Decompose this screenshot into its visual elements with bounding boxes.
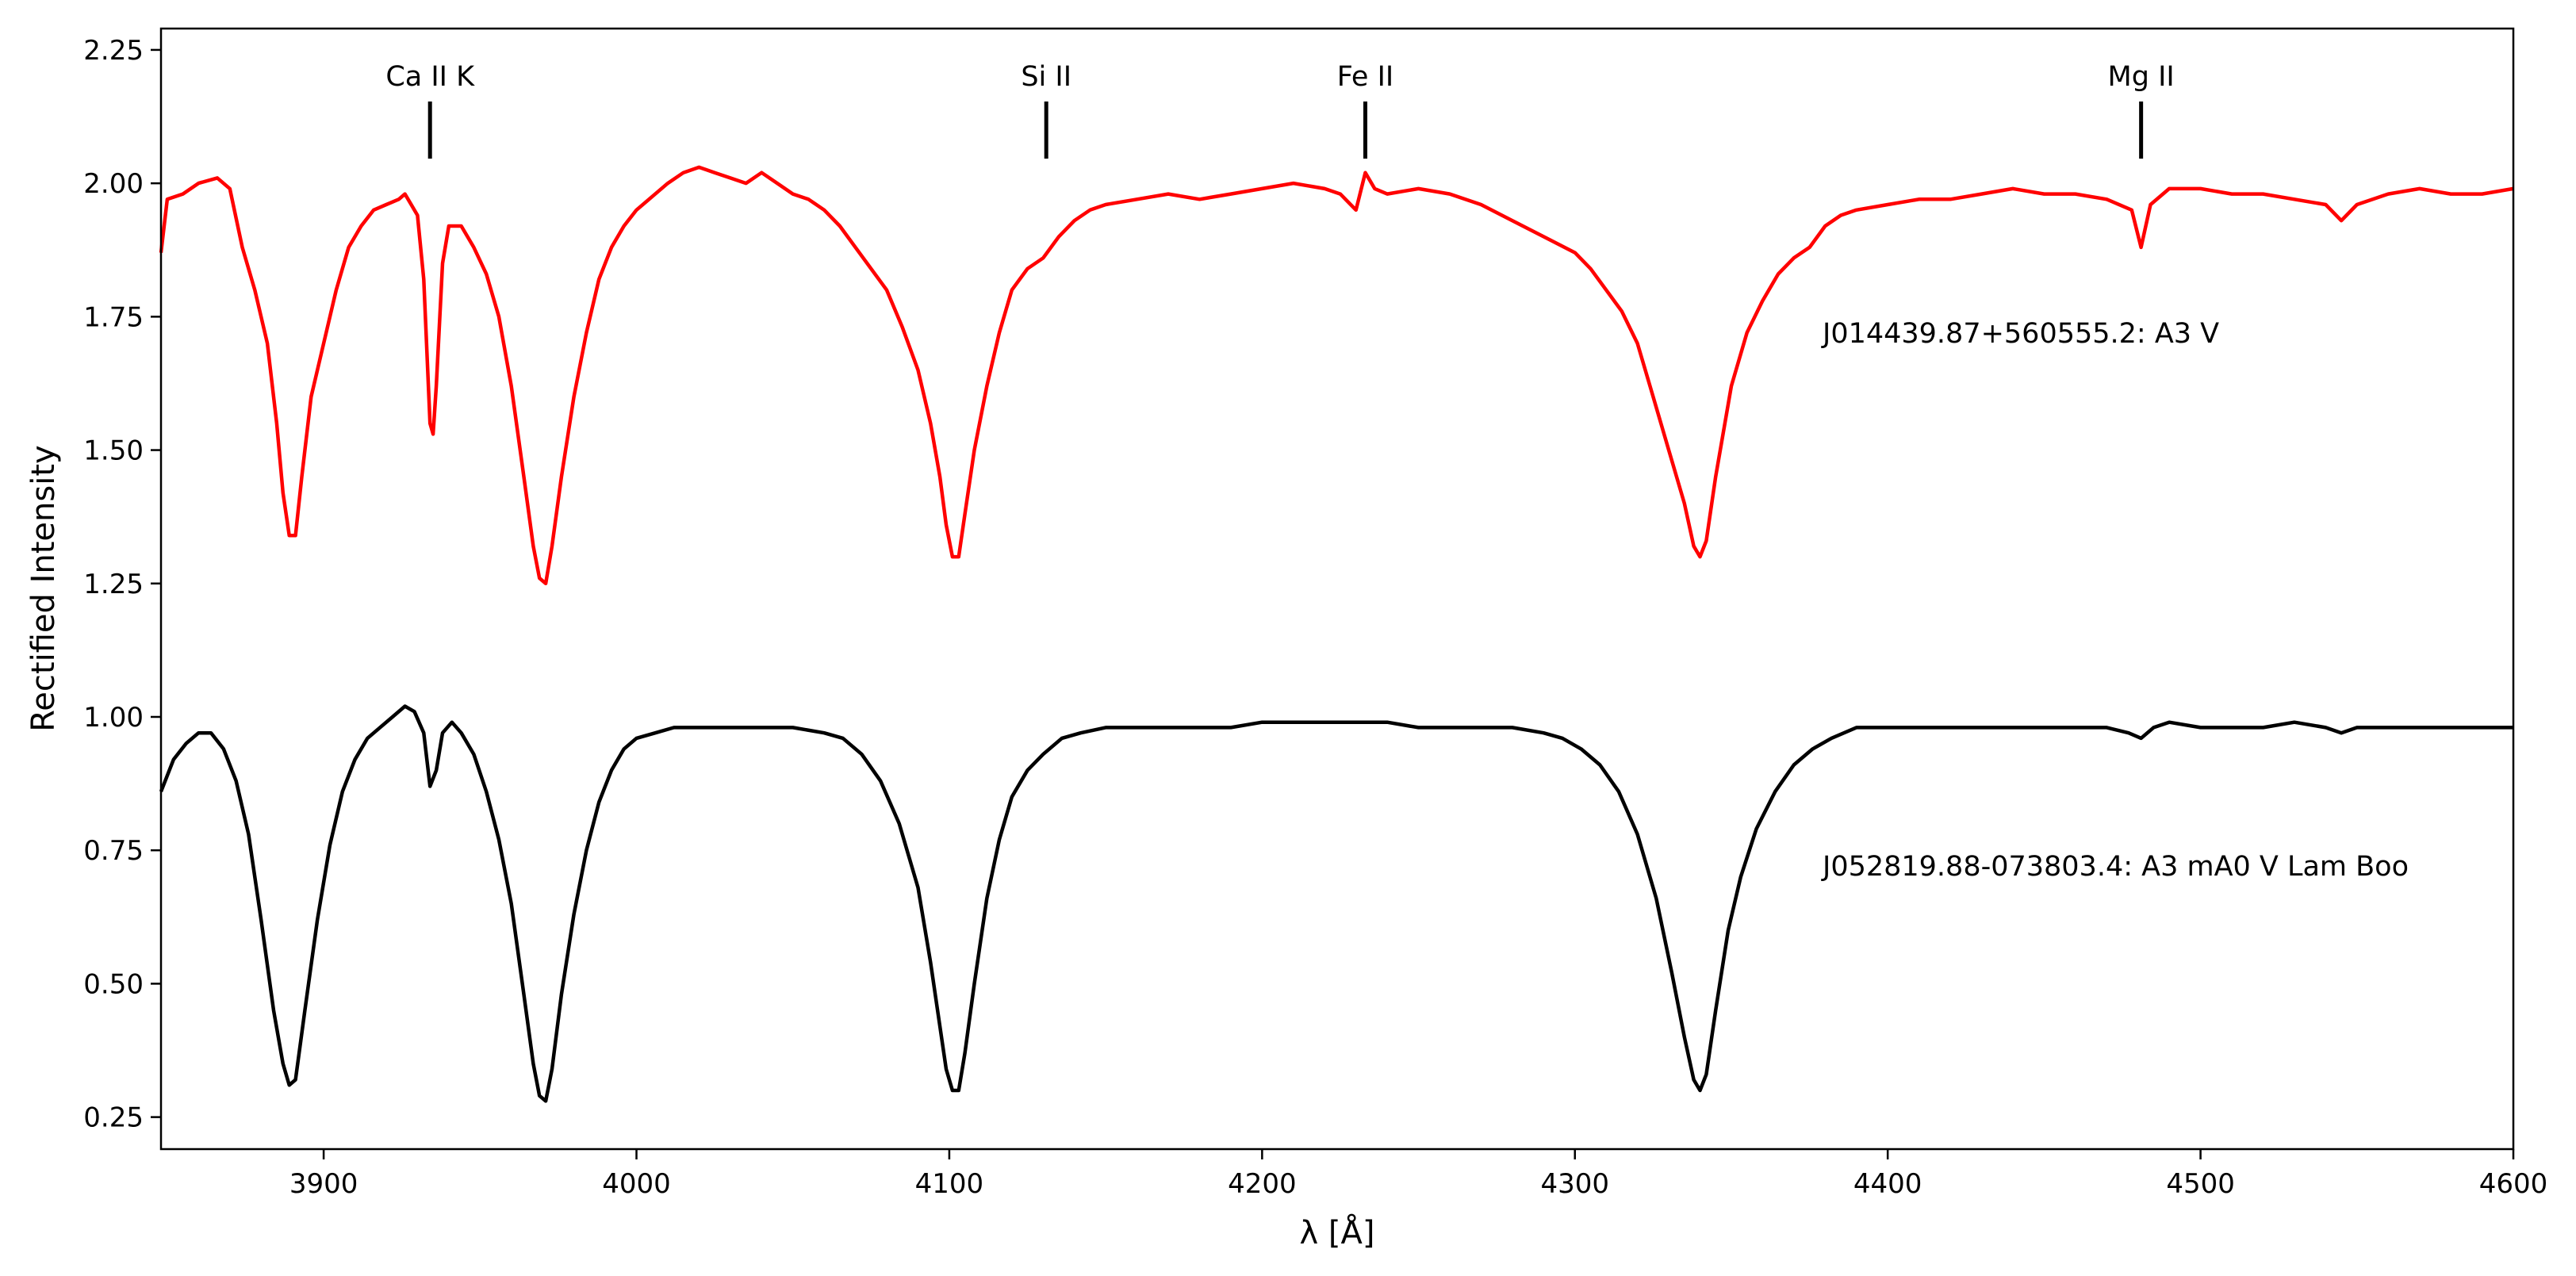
line-marker-label-4: Mg II bbox=[2108, 61, 2175, 93]
line-marker-label-3: Fe II bbox=[1337, 61, 1394, 93]
y-tick-label: 0.50 bbox=[83, 968, 144, 1000]
x-tick-label: 4400 bbox=[1853, 1168, 1922, 1200]
x-axis: 3900 4000 4100 4200 4300 4400 4500 4600 bbox=[289, 1149, 2547, 1200]
x-tick-label: 4300 bbox=[1540, 1168, 1609, 1200]
y-tick-label: 2.25 bbox=[83, 35, 144, 67]
y-tick-label: 2.00 bbox=[83, 168, 144, 200]
y-axis: 0.25 0.50 0.75 1.00 1.25 1.50 1.75 2.00 2.25 bbox=[83, 35, 161, 1134]
x-tick-label: 4600 bbox=[2479, 1168, 2548, 1200]
series-layer bbox=[159, 165, 2514, 1103]
x-tick-label: 4100 bbox=[915, 1168, 984, 1200]
y-tick-label: 1.00 bbox=[83, 702, 144, 734]
line-marker-layer: Ca II K Si II Fe II Mg II bbox=[385, 61, 2175, 159]
line-marker-label-1: Ca II K bbox=[385, 61, 475, 93]
y-tick-label: 0.25 bbox=[83, 1102, 144, 1134]
x-tick-label: 4200 bbox=[1228, 1168, 1297, 1200]
y-tick-label: 1.75 bbox=[83, 301, 144, 333]
series-annotation-layer: J014439.87+560555.2: A3 V J052819.88-0738… bbox=[1821, 318, 2409, 883]
y-axis-label: Rectified Intensity bbox=[25, 445, 62, 731]
series-line-1 bbox=[159, 165, 2514, 586]
y-tick-label: 1.25 bbox=[83, 569, 144, 600]
y-tick-label: 1.50 bbox=[83, 435, 144, 467]
x-tick-label: 4000 bbox=[602, 1168, 671, 1200]
y-tick-label: 0.75 bbox=[83, 835, 144, 867]
x-axis-label: λ [Å] bbox=[1300, 1213, 1375, 1251]
x-tick-label: 3900 bbox=[289, 1168, 358, 1200]
plot-frame bbox=[159, 27, 2515, 1151]
series-line-2 bbox=[159, 704, 2513, 1103]
x-tick-label: 4500 bbox=[2166, 1168, 2235, 1200]
series-annotation-2: J052819.88-073803.4: A3 mA0 V Lam Boo bbox=[1821, 851, 2409, 883]
line-marker-label-2: Si II bbox=[1021, 61, 1071, 93]
series-annotation-1: J014439.87+560555.2: A3 V bbox=[1821, 318, 2219, 350]
